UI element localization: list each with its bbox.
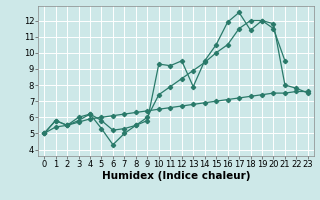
X-axis label: Humidex (Indice chaleur): Humidex (Indice chaleur)	[102, 171, 250, 181]
